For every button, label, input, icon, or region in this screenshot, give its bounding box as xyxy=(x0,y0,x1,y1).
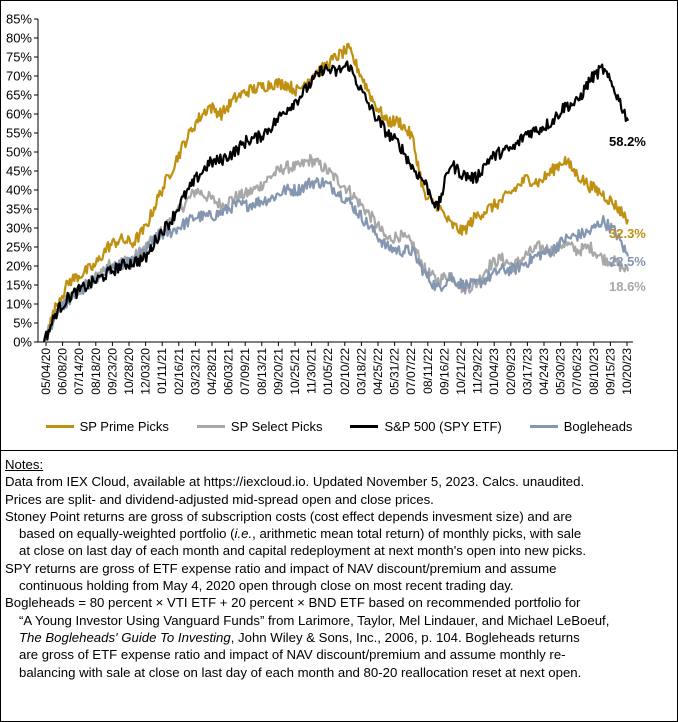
x-tick-label: 03/18/22 xyxy=(354,348,368,395)
y-tick-label: 15% xyxy=(6,278,32,293)
chart-legend: SP Prime Picks SP Select Picks S&P 500 (… xyxy=(0,416,678,436)
x-tick-label: 03/23/21 xyxy=(188,348,202,395)
notes-line: Bogleheads = 80 percent × VTI ETF + 20 p… xyxy=(5,595,581,611)
legend-swatch-select xyxy=(196,424,225,428)
series-end-label-1: 18.6% xyxy=(609,279,646,294)
y-tick-label: 0% xyxy=(13,335,32,350)
series-line-2 xyxy=(42,60,630,343)
x-tick-label: 09/23/20 xyxy=(105,348,119,395)
y-tick-label: 5% xyxy=(13,316,32,331)
series-line-0 xyxy=(42,42,630,343)
y-tick-label: 60% xyxy=(6,107,32,122)
notes-heading: Notes: xyxy=(5,457,44,472)
series-line-1 xyxy=(42,153,630,343)
x-tick-label: 07/06/23 xyxy=(570,348,584,395)
legend-item-spy: S&P 500 (SPY ETF) xyxy=(350,416,502,436)
x-tick-label: 11/29/22 xyxy=(471,348,485,394)
x-tick-label: 05/30/23 xyxy=(554,348,568,395)
legend-item-bogleheads: Bogleheads xyxy=(529,416,633,436)
series-end-label-3: 22.5% xyxy=(609,254,646,269)
x-tick-label: 10/21/22 xyxy=(454,348,468,395)
x-tick-label: 07/09/21 xyxy=(238,348,252,395)
series-end-label-0: 32.3% xyxy=(609,226,646,241)
y-tick-label: 50% xyxy=(6,145,32,160)
x-tick-label: 10/25/21 xyxy=(288,348,302,395)
y-tick-label: 75% xyxy=(6,50,32,65)
x-tick-label: 08/11/22 xyxy=(421,348,435,394)
notes-line: Data from IEX Cloud, available at https:… xyxy=(5,474,585,490)
notes-line: balancing with sale at close on last day… xyxy=(19,664,582,680)
notes-line: at close on last day of each month and c… xyxy=(19,543,586,559)
x-tick-label: 10/20/23 xyxy=(620,348,634,395)
notes-section: Notes: Data from IEX Cloud, available at… xyxy=(5,456,673,681)
x-tick-label: 08/10/23 xyxy=(587,348,601,395)
y-tick-label: 45% xyxy=(6,164,32,179)
y-tick-label: 30% xyxy=(6,221,32,236)
x-tick-label: 01/04/23 xyxy=(487,348,501,395)
x-tick-label: 04/28/21 xyxy=(205,348,219,395)
legend-swatch-bogleheads xyxy=(529,424,558,428)
x-tick-label: 04/24/23 xyxy=(537,348,551,395)
x-tick-label: 08/13/21 xyxy=(255,348,269,395)
y-tick-label: 55% xyxy=(6,126,32,141)
legend-swatch-prime xyxy=(45,424,74,428)
legend-item-select: SP Select Picks xyxy=(196,416,323,436)
notes-line: are gross of ETF expense ratio and impac… xyxy=(19,647,566,663)
x-tick-label: 12/03/20 xyxy=(139,348,153,395)
chart-area: 0% 5% 10% 15% 20% 25% 30% 35% 40% 45% 50% 55% 60% 65%… xyxy=(0,12,678,451)
x-tick-label: 03/17/23 xyxy=(520,348,534,395)
x-tick-label: 07/14/20 xyxy=(72,348,86,395)
x-tick-label: 09/20/21 xyxy=(271,348,285,395)
notes-line: based on equally-weighted portfolio (i.e… xyxy=(19,526,582,542)
legend-label-bogleheads: Bogleheads xyxy=(563,418,633,434)
y-tick-label: 80% xyxy=(6,31,32,46)
legend-item-prime: SP Prime Picks xyxy=(45,416,169,436)
x-tick-label: 02/10/22 xyxy=(338,348,352,395)
x-tick-label: 09/16/22 xyxy=(437,348,451,395)
x-tick-label: 09/15/23 xyxy=(603,348,617,395)
y-tick-label: 65% xyxy=(6,88,32,103)
y-tick-label: 25% xyxy=(6,240,32,255)
series-end-label-2: 58.2% xyxy=(609,134,646,149)
notes-line: The Bogleheads' Guide To Investing, John… xyxy=(19,629,580,645)
notes-line: continuous holding from May 4, 2020 open… xyxy=(19,578,514,594)
notes-line: “A Young Investor Using Vanguard Funds” … xyxy=(19,612,610,628)
x-tick-label: 10/28/20 xyxy=(122,348,136,395)
y-tick-label: 10% xyxy=(6,297,32,312)
y-tick-label: 40% xyxy=(6,183,32,198)
notes-line: Prices are split- and dividend-adjusted … xyxy=(5,491,434,507)
y-tick-label: 85% xyxy=(6,12,32,27)
y-tick-label: 35% xyxy=(6,202,32,217)
x-tick-label: 11/30/21 xyxy=(305,348,319,394)
legend-label-select: SP Select Picks xyxy=(230,418,323,434)
line-chart: 0% 5% 10% 15% 20% 25% 30% 35% 40% 45% 50% 55% 60% 65%… xyxy=(6,12,646,395)
series-line-3 xyxy=(43,177,630,344)
x-tick-label: 02/16/21 xyxy=(172,348,186,395)
x-tick-label: 01/05/22 xyxy=(321,348,335,395)
legend-swatch-spy xyxy=(350,424,379,428)
notes-line: Stoney Point returns are gross of subscr… xyxy=(5,508,573,524)
x-tick-label: 05/04/20 xyxy=(39,348,53,395)
notes-line: SPY returns are gross of ETF expense rat… xyxy=(5,560,557,576)
x-tick-label: 06/08/20 xyxy=(56,348,70,395)
x-tick-label: 07/07/22 xyxy=(404,348,418,395)
x-tick-label: 05/31/22 xyxy=(388,348,402,395)
legend-label-spy: S&P 500 (SPY ETF) xyxy=(384,418,502,434)
x-tick-label: 08/18/20 xyxy=(89,348,103,395)
y-tick-label: 70% xyxy=(6,69,32,84)
x-tick-label: 04/25/22 xyxy=(371,348,385,395)
legend-label-prime: SP Prime Picks xyxy=(79,418,169,434)
y-tick-label: 20% xyxy=(6,259,32,274)
x-tick-label: 02/09/23 xyxy=(504,348,518,395)
x-tick-label: 06/03/21 xyxy=(222,348,236,395)
x-tick-label: 01/11/21 xyxy=(155,348,169,394)
